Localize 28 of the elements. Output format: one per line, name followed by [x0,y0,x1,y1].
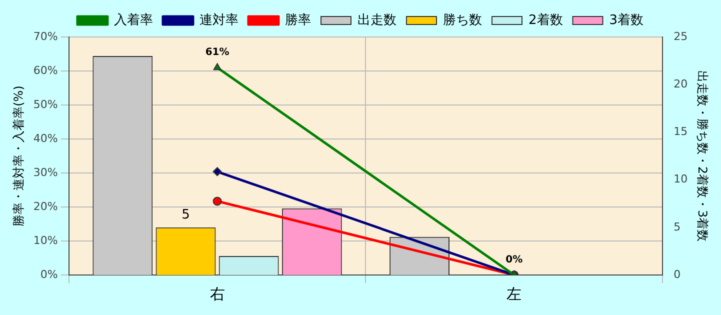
y-tick-label: 60% [33,64,58,77]
legend-label: 勝率 [284,12,311,28]
y-tick-label: 0% [40,268,58,281]
y2-tick-label: 0 [674,268,681,281]
y2-tick-label: 5 [674,220,681,234]
legend-label: 3着数 [609,12,644,28]
legend-label: 入着率 [114,12,153,28]
y2-axis-title: 出走数・勝ち数・2着数・3着数 [696,70,710,242]
y2-tick-label: 25 [674,30,688,43]
y2-tick-label: 20 [674,77,688,90]
y2-tick-label: 15 [674,125,688,138]
y-tick-label: 20% [33,200,58,213]
legend-label: 出走数 [357,12,396,28]
data-label: 0% [506,254,523,266]
y-tick-label: 50% [33,98,58,111]
x-tick-label: 左 [506,284,522,303]
legend-label: 連対率 [199,12,238,28]
y-tick-label: 10% [33,234,58,247]
y2-tick-label: 10 [674,172,688,186]
y-axis-title: 勝率・連対率・入着率(%) [11,86,26,226]
y-tick-label: 70% [33,30,58,43]
y-tick-label: 30% [33,166,58,179]
legend-label: 2着数 [528,12,563,28]
x-tick-label: 右 [210,284,225,303]
data-label: 61% [205,47,230,58]
legend-label: 勝ち数 [442,12,482,28]
data-label: 5 [182,207,190,222]
y-tick-label: 40% [33,132,58,145]
